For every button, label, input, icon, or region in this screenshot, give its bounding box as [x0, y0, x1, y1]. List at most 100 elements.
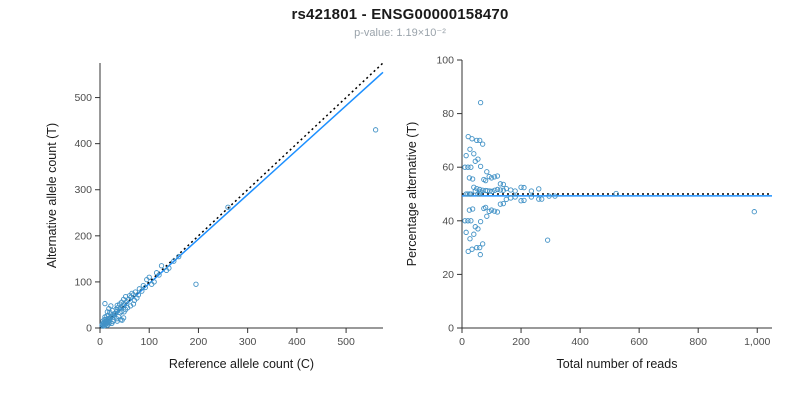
data-point: [497, 201, 504, 207]
y-tick-label: 500: [74, 92, 92, 104]
x-tick-label: 300: [239, 336, 257, 348]
identity-line: [99, 62, 384, 329]
data-point: [176, 253, 182, 260]
figure-title: rs421801 - ENSG00000158470: [291, 6, 509, 23]
x-tick-label: 1,000: [744, 336, 770, 348]
data-point: [474, 244, 480, 251]
x-axis-label: Total number of reads: [557, 357, 678, 371]
data-point: [518, 184, 524, 190]
data-point: [536, 186, 542, 192]
data-point: [491, 174, 498, 180]
y-tick-label: 0: [86, 323, 92, 335]
data-point: [512, 194, 518, 200]
data-point: [151, 279, 157, 285]
data-point: [166, 265, 172, 271]
data-point: [474, 185, 480, 192]
data-point: [132, 289, 139, 295]
data-point: [494, 173, 501, 179]
data-point: [463, 229, 469, 235]
data-point: [480, 241, 486, 247]
data-point: [465, 164, 471, 170]
data-point: [508, 187, 514, 193]
axes: 0 100 200 300 400 500 0 100 200 300 400 500: [74, 63, 383, 348]
data-point: [477, 191, 483, 197]
y-tick-label: 300: [74, 184, 92, 196]
data-point: [482, 204, 489, 211]
data-point: [465, 218, 471, 224]
data-point: [466, 175, 473, 181]
x-tick-label: 0: [459, 336, 465, 348]
data-point: [489, 188, 495, 194]
data-point: [494, 186, 501, 193]
data-point: [482, 177, 489, 184]
reference-lines: [99, 62, 384, 329]
data-point: [521, 197, 527, 204]
data-point: [471, 231, 477, 237]
data-point: [467, 146, 473, 152]
data-point: [102, 300, 108, 307]
data-point: [465, 133, 471, 140]
data-point: [521, 184, 527, 191]
y-tick-label: 200: [74, 230, 92, 242]
data-point: [471, 151, 477, 157]
axes: 0 200 400 600 800 1,000 0 20 40 60 80 100: [436, 55, 772, 348]
data-point: [497, 187, 504, 193]
data-point: [171, 258, 177, 264]
data-point: [119, 317, 125, 323]
y-tick-label: 400: [74, 138, 92, 150]
data-point: [477, 244, 483, 251]
y-axis-label: Alternative allele count (T): [45, 123, 59, 268]
figure-header: rs421801 - ENSG00000158470 p-value: 1.19…: [0, 6, 800, 39]
data-point: [465, 248, 471, 255]
x-tick-label: 200: [512, 336, 530, 348]
x-tick-label: 400: [288, 336, 306, 348]
data-point: [480, 141, 486, 147]
data-point: [546, 193, 552, 199]
data-point: [468, 164, 474, 170]
data-point: [469, 246, 475, 252]
data-point: [462, 218, 468, 224]
percentage-reads-scatter: 0 200 400 600 800 1,000 0 20 40 60 80 100 Total numb…: [400, 40, 790, 390]
data-point: [104, 309, 111, 315]
data-point: [466, 207, 473, 213]
data-point: [112, 311, 118, 317]
data-point: [552, 193, 558, 199]
data-point: [528, 188, 535, 194]
data-point: [465, 191, 471, 197]
data-point: [500, 200, 506, 207]
y-tick-label: 100: [74, 276, 92, 288]
data-point: [500, 187, 506, 193]
data-point: [467, 236, 473, 242]
data-point: [503, 196, 509, 203]
data-point: [469, 176, 476, 182]
data-point: [139, 288, 145, 294]
data-point: [193, 281, 199, 287]
x-axis-label: Reference allele count (C): [169, 357, 314, 371]
data-point: [462, 164, 468, 170]
y-tick-label: 20: [442, 269, 454, 281]
data-point: [158, 263, 165, 269]
data-point: [468, 218, 474, 224]
data-points: [462, 99, 757, 258]
data-point: [225, 204, 231, 210]
y-tick-label: 60: [442, 162, 454, 174]
data-point: [751, 209, 757, 215]
data-point: [536, 196, 542, 202]
data-point: [488, 175, 495, 181]
data-point: [544, 237, 551, 243]
data-point: [463, 153, 469, 159]
x-tick-label: 600: [630, 336, 648, 348]
data-point: [372, 127, 379, 133]
data-point: [494, 209, 501, 215]
data-point: [475, 226, 481, 232]
x-tick-label: 400: [571, 336, 589, 348]
data-points: [99, 127, 379, 329]
x-tick-label: 800: [689, 336, 707, 348]
data-point: [142, 284, 148, 291]
x-tick-label: 0: [97, 336, 103, 348]
y-axis-label: Percentage alternative (T): [405, 122, 419, 267]
data-point: [487, 188, 493, 194]
y-tick-label: 100: [436, 55, 454, 67]
percentage-reads-scatter-svg: 0 200 400 600 800 1,000 0 20 40 60 80 100 Total numb…: [405, 55, 772, 371]
